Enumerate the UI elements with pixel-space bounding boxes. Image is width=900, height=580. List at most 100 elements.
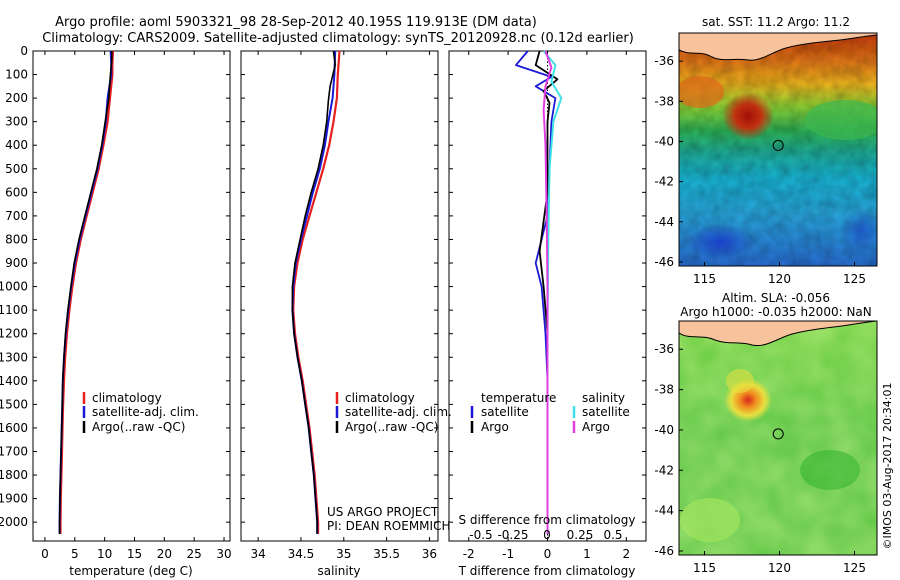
legend-climatology-label: climatology [92, 391, 162, 405]
map-x-tick-label: 125 [843, 561, 866, 575]
salinity-legend: climatology satellite-adj. clim. Argo(..… [335, 391, 452, 434]
legend-satellite-label: satellite-adj. clim. [92, 405, 199, 419]
map-y-tick-label: -36 [654, 342, 674, 356]
salinity-x-label: salinity [317, 564, 360, 578]
depth-tick-label: 1000 [0, 280, 28, 294]
map-y-tick-label: -42 [654, 175, 674, 189]
s-tick-label: -0.25 [497, 528, 528, 542]
map-y-tick-label: -44 [654, 215, 674, 229]
coastline-land [679, 33, 877, 61]
sst-map-image [679, 33, 877, 266]
x-tick-label: 15 [127, 547, 142, 561]
legend-argo-label: Argo(..raw -QC) [92, 420, 185, 434]
x-tick-label: 2 [622, 547, 630, 561]
imos-credit: ©IMOS 03-Aug-2017 20:34:01 [881, 383, 894, 550]
temperature-series [58, 50, 115, 534]
x-tick-label: 1 [583, 547, 591, 561]
sst-map-frame [678, 32, 878, 267]
depth-tick-label: 1600 [0, 421, 28, 435]
depth-tick-label: 0 [20, 44, 28, 58]
depth-tick-label: 300 [5, 115, 28, 129]
map-x-tick-label: 120 [768, 272, 791, 286]
project-annotation-line-1: US ARGO PROJECT [327, 505, 439, 519]
x-tick-label: -2 [463, 547, 475, 561]
x-tick-label: 30 [216, 547, 231, 561]
x-tick-label: 34.5 [288, 547, 315, 561]
x-tick-label: 0 [41, 547, 49, 561]
depth-tick-label: 200 [5, 91, 28, 105]
map-x-tick-label: 120 [768, 561, 791, 575]
temperature-x-label: temperature (deg C) [69, 564, 192, 578]
legend-climatology-label: climatology [345, 391, 415, 405]
x-tick-label: 20 [157, 547, 172, 561]
depth-tick-label: 1500 [0, 397, 28, 411]
temperature-x-axis: 0 5 10 15 20 25 30 [41, 51, 232, 561]
map-y-tick-label: -38 [654, 94, 674, 108]
sst-map-title: sat. SST: 11.2 Argo: 11.2 [702, 15, 850, 29]
legend-salinity-title: salinity [582, 391, 625, 405]
x-tick-label: 36 [422, 547, 437, 561]
map-x-tick-label: 115 [693, 561, 716, 575]
s-tick-label: 0 [543, 528, 551, 542]
depth-tick-label: 900 [5, 256, 28, 270]
s-tick-label: 0.5 [603, 528, 622, 542]
depth-tick-label: 1400 [0, 374, 28, 388]
depth-tick-label: 800 [5, 232, 28, 246]
map-y-tick-label: -46 [654, 255, 674, 269]
depth-tick-label: 1100 [0, 303, 28, 317]
depth-tick-label: 100 [5, 68, 28, 82]
map-y-tick-label: -42 [654, 463, 674, 477]
depth-tick-label: 400 [5, 138, 28, 152]
depth-tick-label: 1300 [0, 350, 28, 364]
difference-x-axis: -2 -1 0 1 2 [463, 51, 630, 561]
argo-location-marker [772, 428, 784, 440]
depth-tick-label: 2000 [0, 515, 28, 529]
salinity-series [291, 50, 341, 534]
temperature-legend: climatology satellite-adj. clim. Argo(..… [82, 391, 199, 434]
project-annotation-line-2: PI: DEAN ROEMMICH [327, 519, 450, 533]
map-y-tick-label: -40 [654, 423, 674, 437]
coastline-land [679, 321, 877, 347]
legend-satellite-label: satellite-adj. clim. [345, 405, 452, 419]
depth-axis: 0 100 200 300 400 500 600 700 800 900 1000 1100 1200… [0, 44, 646, 529]
map-x-tick-label: 115 [693, 272, 716, 286]
difference-series [515, 50, 563, 534]
series-line-salinity-argo [542, 50, 553, 534]
t-difference-x-label: T difference from climatology [458, 564, 636, 578]
depth-tick-label: 1200 [0, 327, 28, 341]
depth-tick-label: 500 [5, 162, 28, 176]
sla-map-frame [678, 320, 878, 556]
x-tick-label: 5 [71, 547, 79, 561]
depth-tick-label: 700 [5, 209, 28, 223]
legend-s-satellite-label: satellite [582, 405, 630, 419]
difference-legend: temperature satellite Argo salinity sate… [470, 391, 630, 434]
depth-tick-label: 600 [5, 185, 28, 199]
sla-map-title-line-2: Argo h1000: -0.035 h2000: NaN [680, 305, 872, 319]
depth-tick-label: 1800 [0, 468, 28, 482]
map-y-tick-label: -36 [654, 54, 674, 68]
legend-s-argo-label: Argo [582, 420, 610, 434]
x-tick-label: -1 [502, 547, 514, 561]
s-tick-label: 0.25 [567, 528, 594, 542]
sla-map-axes: 115 120 125 -36 -38 -40 -42 -44 -46 [654, 342, 866, 575]
sst-map-axes: 115 120 125 -36 -38 -40 -42 -44 -46 [654, 54, 866, 286]
legend-t-satellite-label: satellite [481, 405, 529, 419]
depth-tick-label: 1900 [0, 492, 28, 506]
s-difference-tick-labels: -0.5 -0.25 0 0.25 0.5 [469, 528, 622, 542]
series-line-argo-raw-qc- [291, 50, 337, 534]
x-tick-label: 34 [250, 547, 265, 561]
x-tick-label: 35 [336, 547, 351, 561]
legend-argo-label: Argo(..raw -QC) [345, 420, 438, 434]
series-line-argo-raw-qc- [58, 51, 113, 534]
sla-map-title-line-1: Altim. SLA: -0.056 [722, 291, 830, 305]
s-difference-label: S difference from climatology [459, 513, 636, 527]
map-y-tick-label: -38 [654, 383, 674, 397]
salinity-x-axis: 34 34.5 35 35.5 36 [250, 51, 437, 561]
depth-tick-label: 1700 [0, 444, 28, 458]
title-line-2: Climatology: CARS2009. Satellite-adjuste… [42, 31, 634, 46]
x-tick-label: 10 [97, 547, 112, 561]
sla-map-image [679, 321, 877, 555]
argo-location-marker [772, 139, 784, 151]
x-tick-label: 0 [544, 547, 552, 561]
